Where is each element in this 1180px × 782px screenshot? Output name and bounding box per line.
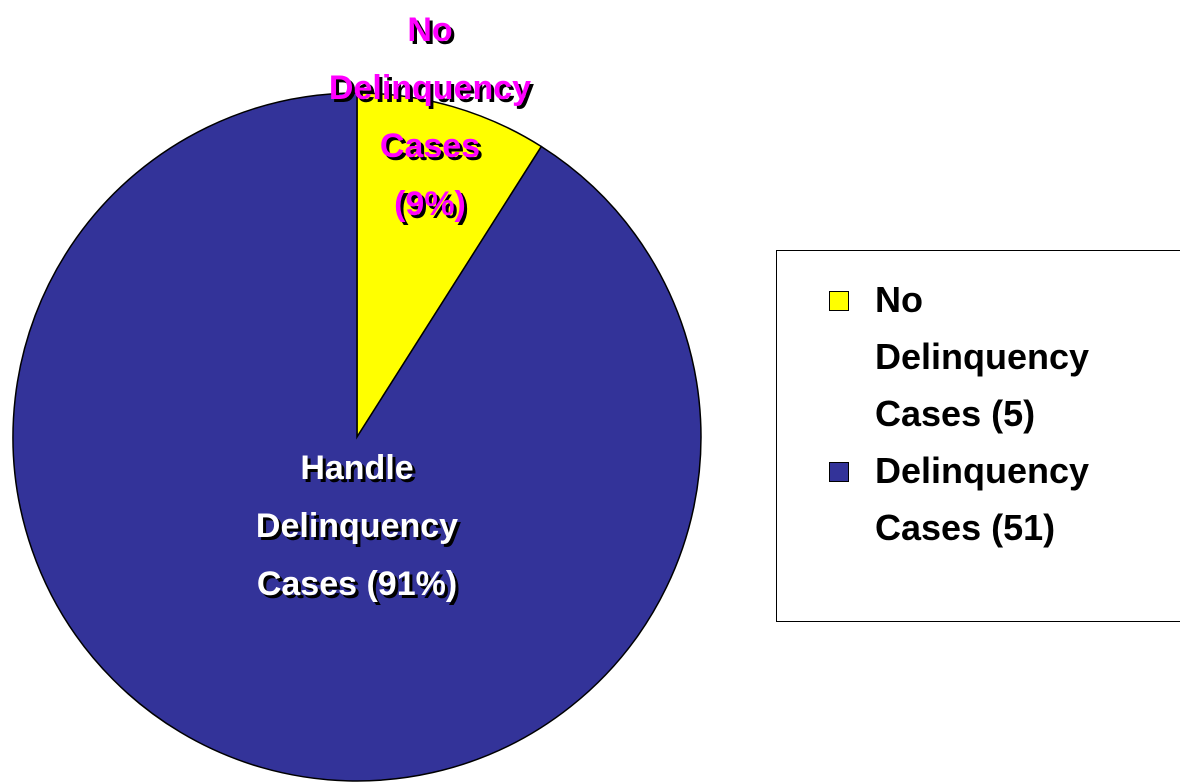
- legend-label: No Delinquency Cases (5): [875, 279, 1090, 434]
- legend-swatch: [829, 462, 849, 482]
- slice-label: Delinquency: [256, 507, 458, 545]
- pie-slice: [356, 92, 543, 440]
- legend-entry: No Delinquency Cases (5): [829, 271, 1129, 442]
- legend: No Delinquency Cases (5) Delinquency Case…: [776, 250, 1180, 622]
- legend-entry: Delinquency Cases (51): [829, 442, 1129, 556]
- slice-label: Cases (91%): [257, 565, 457, 603]
- slice-label: Handle: [300, 449, 413, 487]
- slice-label: No: [407, 11, 452, 49]
- slice-label: (9%): [394, 185, 466, 223]
- slice-label: Cases: [380, 127, 480, 165]
- pie-slice: [12, 92, 702, 782]
- slice-label: Delinquency: [329, 69, 531, 107]
- legend-swatch: [829, 291, 849, 311]
- legend-label: Delinquency Cases (51): [875, 450, 1090, 548]
